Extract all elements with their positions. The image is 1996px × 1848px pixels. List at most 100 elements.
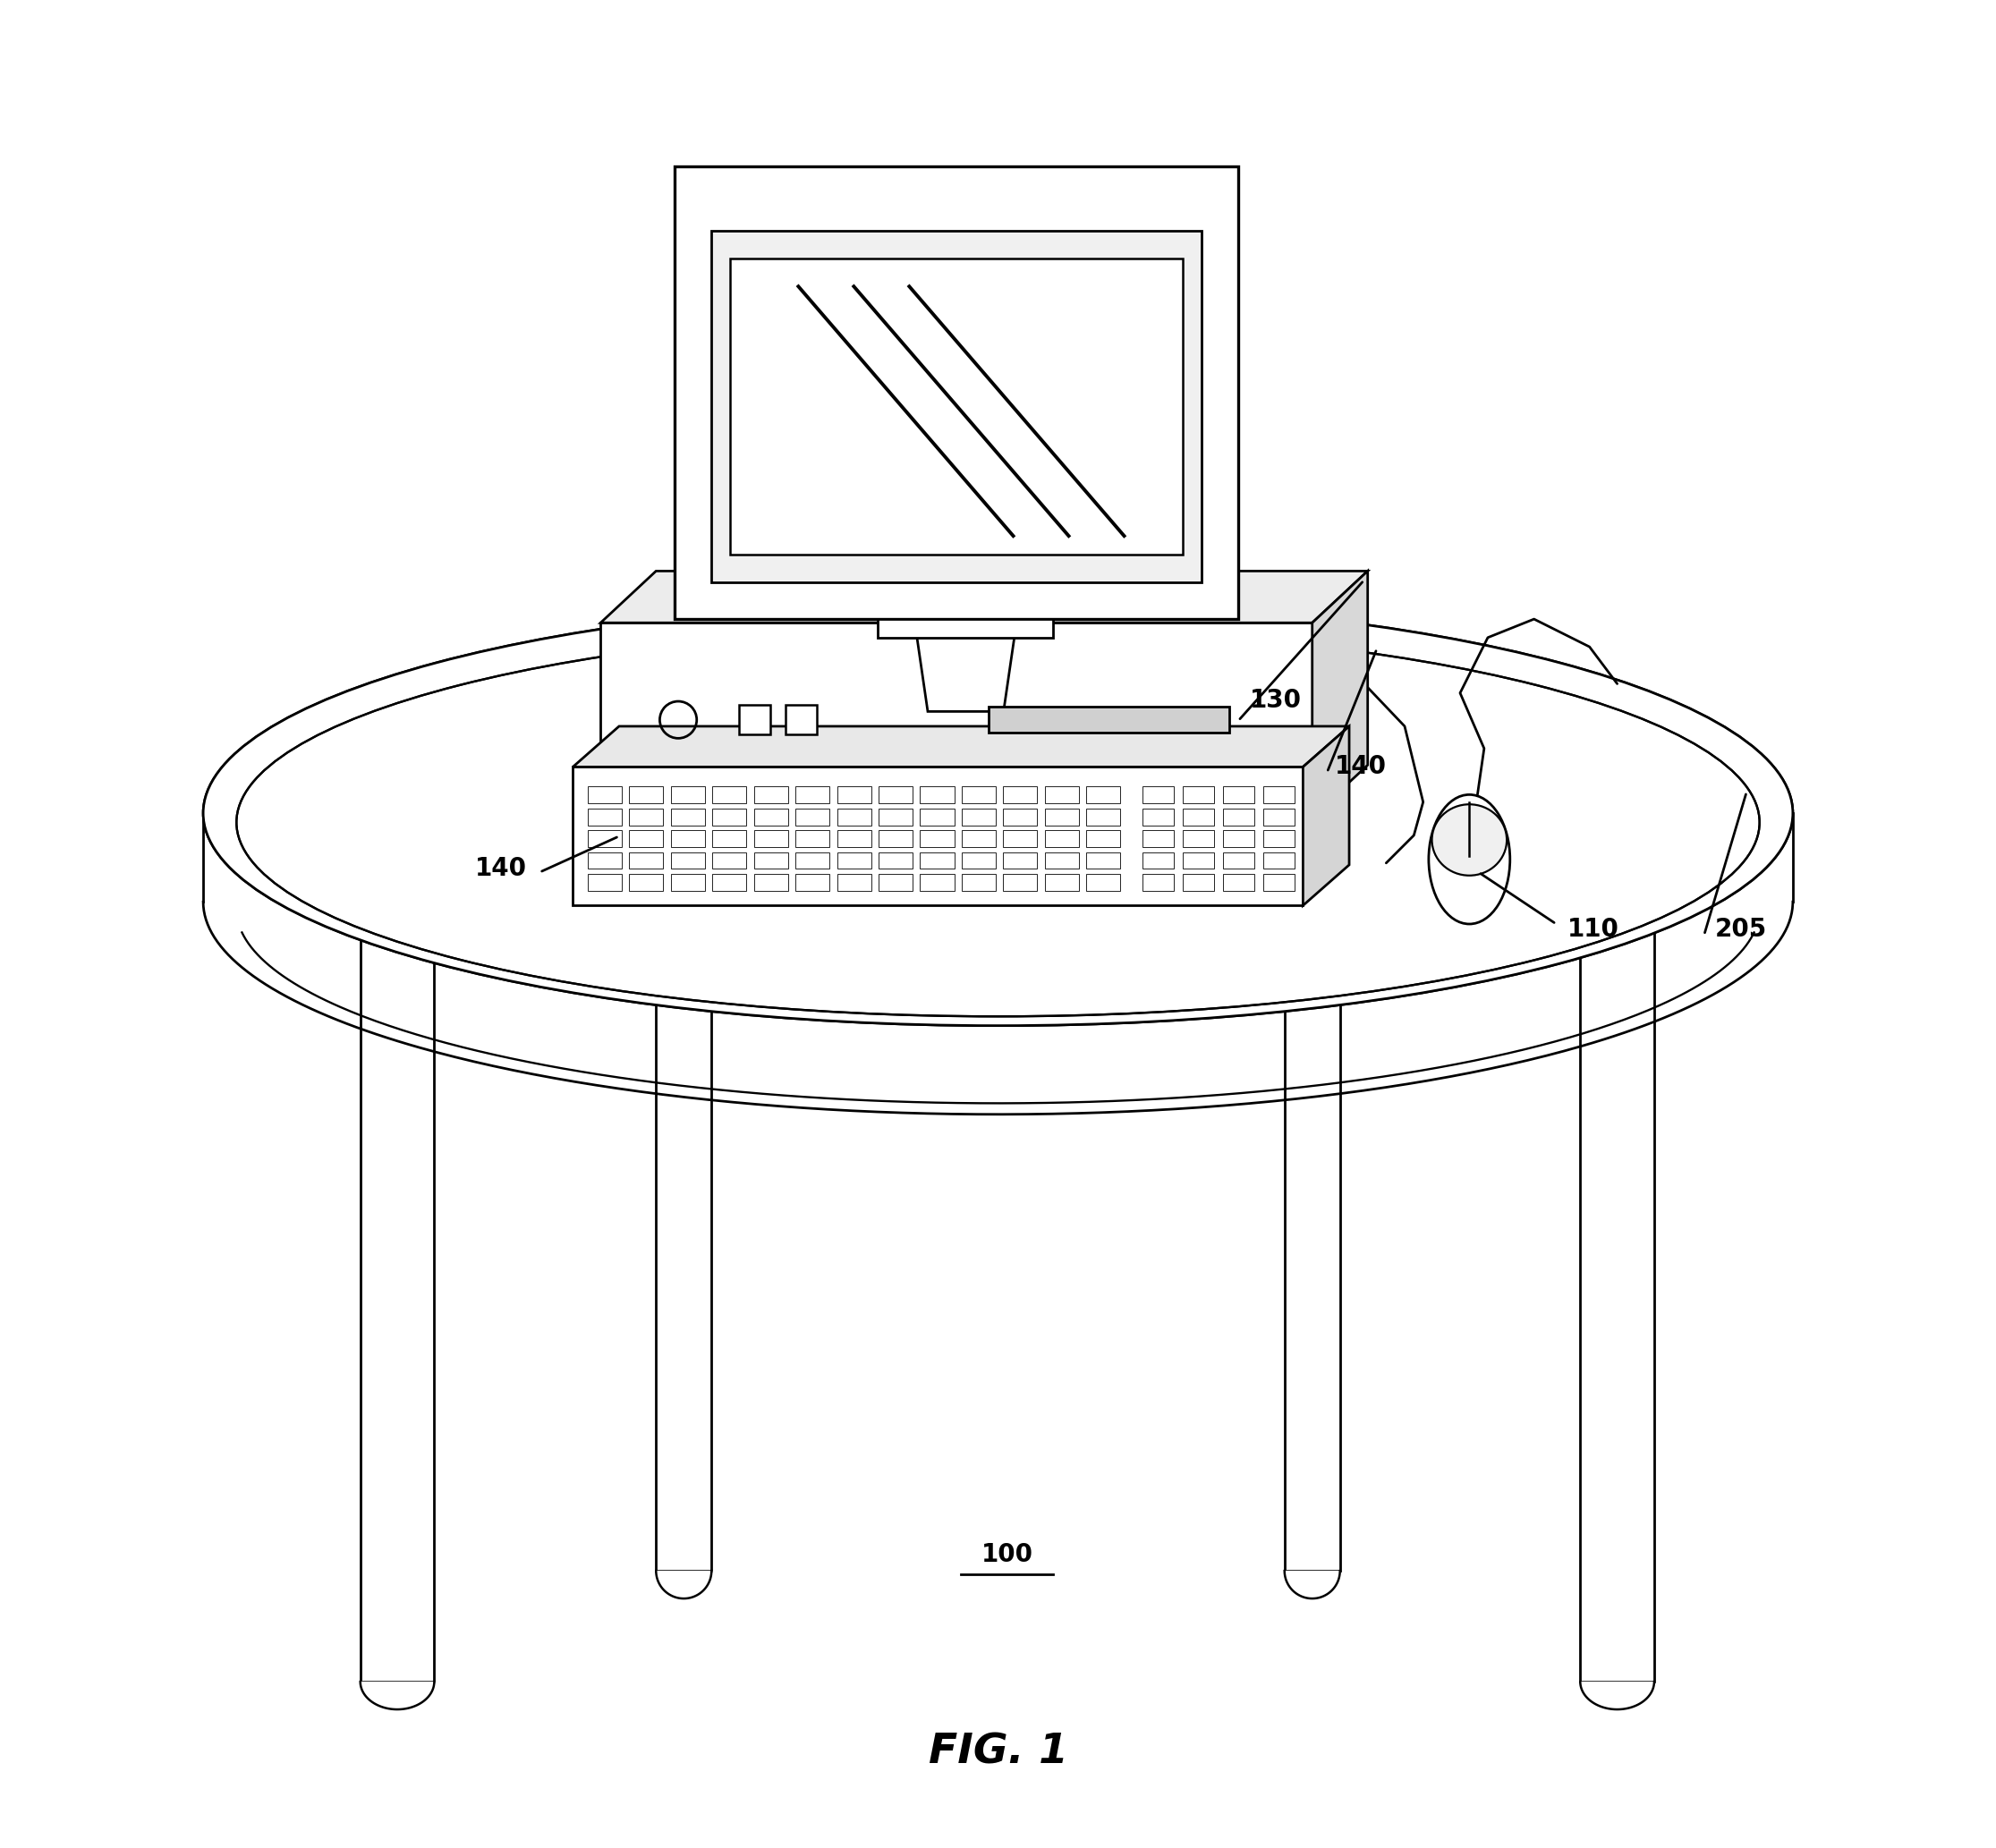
Bar [836, 808, 870, 826]
Bar [836, 874, 870, 891]
Polygon shape [1285, 891, 1339, 1571]
Bar [671, 852, 705, 869]
Bar [754, 830, 788, 846]
Bar [1224, 808, 1253, 826]
Bar [920, 874, 954, 891]
Bar [731, 259, 1184, 554]
Bar [878, 874, 912, 891]
Bar [1044, 808, 1080, 826]
Ellipse shape [204, 601, 1792, 1026]
Ellipse shape [1431, 804, 1507, 876]
Bar [962, 874, 996, 891]
Bar [1004, 808, 1038, 826]
Bar [1182, 874, 1214, 891]
Bar [1044, 830, 1080, 846]
Bar [796, 874, 830, 891]
Bar [1182, 808, 1214, 826]
Bar [754, 808, 788, 826]
Ellipse shape [1429, 795, 1511, 924]
Bar [796, 852, 830, 869]
Text: 140: 140 [475, 856, 527, 881]
Bar [1224, 874, 1253, 891]
Ellipse shape [204, 601, 1792, 1026]
Bar [796, 787, 830, 804]
Bar [1086, 808, 1120, 826]
Bar [1263, 874, 1293, 891]
Bar [713, 787, 747, 804]
Bar [878, 808, 912, 826]
Bar [1004, 787, 1038, 804]
Bar [587, 787, 621, 804]
Bar [1182, 852, 1214, 869]
Bar [796, 830, 830, 846]
Bar [1182, 830, 1214, 846]
Bar [878, 619, 1054, 638]
Bar [1086, 830, 1120, 846]
Bar [878, 787, 912, 804]
Bar [836, 852, 870, 869]
Polygon shape [1581, 891, 1655, 1682]
Bar [1086, 852, 1120, 869]
Bar [962, 830, 996, 846]
Bar [1224, 852, 1253, 869]
Bar [920, 787, 954, 804]
Polygon shape [573, 767, 1303, 906]
Polygon shape [675, 166, 1238, 619]
Bar [878, 830, 912, 846]
Bar [629, 830, 663, 846]
Bar [671, 787, 705, 804]
Bar [1263, 787, 1293, 804]
Bar [1224, 830, 1253, 846]
Bar [739, 704, 770, 734]
Bar [671, 830, 705, 846]
Bar [1263, 808, 1293, 826]
Bar [629, 808, 663, 826]
Text: FIG. 1: FIG. 1 [928, 1732, 1068, 1772]
Bar [1004, 874, 1038, 891]
Bar [962, 808, 996, 826]
Text: 130: 130 [1249, 687, 1301, 713]
Bar [629, 787, 663, 804]
Bar [1142, 830, 1174, 846]
Bar [671, 874, 705, 891]
Bar [878, 852, 912, 869]
Bar [1044, 874, 1080, 891]
Bar [1142, 852, 1174, 869]
Bar [629, 852, 663, 869]
Text: 110: 110 [1567, 917, 1619, 942]
Bar [587, 874, 621, 891]
Bar [671, 808, 705, 826]
Bar [1142, 787, 1174, 804]
Bar [786, 704, 816, 734]
Bar [1086, 874, 1120, 891]
Text: 100: 100 [982, 1541, 1034, 1567]
Bar [1182, 787, 1214, 804]
Bar [1142, 874, 1174, 891]
Bar [836, 830, 870, 846]
Bar [711, 231, 1202, 582]
Bar [713, 830, 747, 846]
Bar [836, 787, 870, 804]
Text: 205: 205 [1715, 917, 1766, 942]
Bar [962, 852, 996, 869]
Bar [587, 830, 621, 846]
Polygon shape [1303, 726, 1349, 906]
Bar [1263, 830, 1293, 846]
Bar [713, 874, 747, 891]
Bar [1004, 852, 1038, 869]
Bar [988, 706, 1230, 732]
Bar [713, 808, 747, 826]
Bar [587, 852, 621, 869]
Polygon shape [657, 891, 711, 1571]
Bar [1224, 787, 1253, 804]
Polygon shape [1311, 571, 1367, 817]
Bar [1044, 852, 1080, 869]
Bar [920, 852, 954, 869]
Bar [962, 787, 996, 804]
Bar [1263, 852, 1293, 869]
Text: 140: 140 [1335, 754, 1387, 780]
Bar [754, 852, 788, 869]
Polygon shape [573, 726, 1349, 767]
Bar [920, 808, 954, 826]
Bar [754, 874, 788, 891]
